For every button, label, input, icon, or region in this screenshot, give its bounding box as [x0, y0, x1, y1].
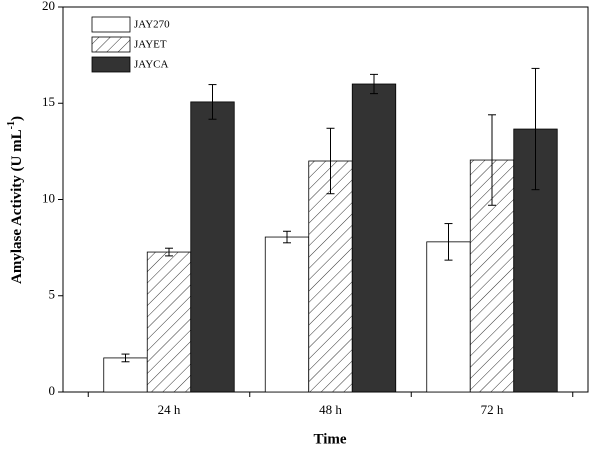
legend-swatch: [91, 36, 131, 53]
legend-swatch: [91, 56, 131, 73]
y-tick-label: 20: [42, 0, 55, 13]
bar: [103, 357, 148, 393]
y-axis-label-end: ): [9, 116, 25, 121]
bar: [264, 236, 310, 393]
bar: [426, 241, 471, 393]
legend-label: JAYCA: [134, 59, 168, 71]
y-axis-label-sup: -1: [6, 121, 17, 129]
y-axis-label-text: Amylase Activity (U mL: [9, 129, 25, 284]
x-tick-label: 72 h: [481, 402, 504, 417]
bar: [308, 160, 353, 393]
legend-swatch: [91, 16, 131, 33]
y-tick-label: 10: [42, 190, 55, 205]
y-tick-label: 0: [49, 383, 56, 398]
bar: [146, 251, 192, 393]
x-tick-label: 48 h: [319, 402, 342, 417]
x-axis-label: Time: [313, 431, 346, 447]
y-tick-label: 5: [49, 287, 56, 302]
x-tick-label: 24 h: [158, 402, 181, 417]
legend-label: JAYET: [134, 39, 167, 51]
bar: [351, 83, 397, 393]
legend-label: JAY270: [134, 19, 170, 31]
y-axis-label: Amylase Activity (U mL-1): [6, 116, 25, 284]
y-tick-label: 15: [42, 94, 55, 109]
bar: [190, 101, 235, 393]
